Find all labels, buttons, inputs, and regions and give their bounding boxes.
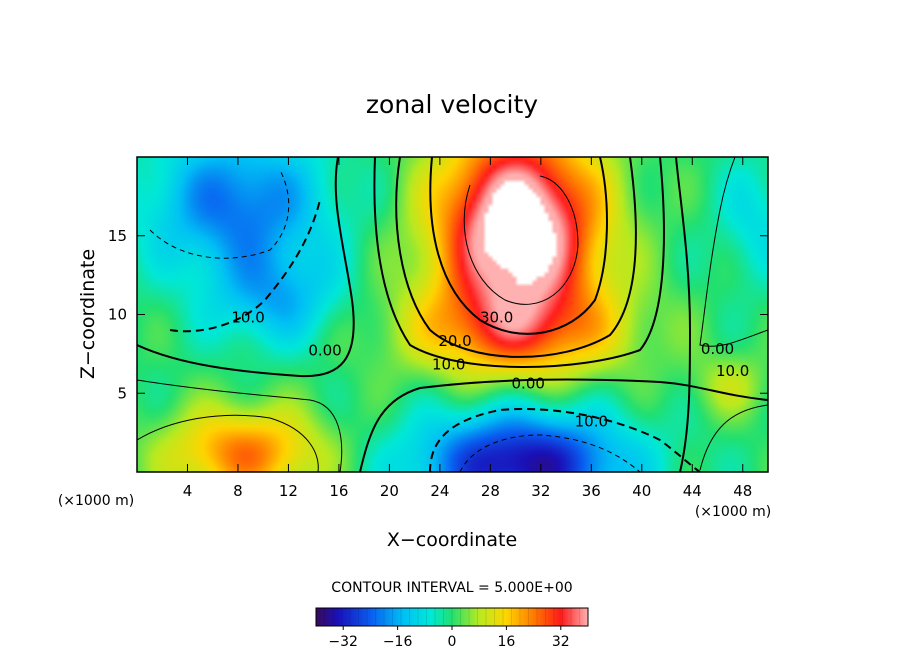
colorbar-ticks: −32 −16 0 16 32 [324,608,580,650]
x-tick-label: 12 [279,482,298,500]
colorbar-tick-label: 0 [448,634,457,650]
x-unit-right: (×1000 m) [695,504,771,520]
contour-zero-east [675,157,692,472]
x-tick-label: 8 [233,482,243,500]
contour-label: 10.0 [231,308,264,326]
x-tick-label: 24 [430,482,449,500]
contour-label: 0.00 [701,340,734,358]
x-tick-label: 36 [582,482,601,500]
contour-30 [429,157,608,335]
contour-40 [463,175,579,305]
x-tick-label: 28 [481,482,500,500]
y-tick-label: 10 [108,306,127,324]
contour-label: 0.00 [512,375,545,393]
contour-20 [395,157,637,358]
contour-interval-note: CONTOUR INTERVAL = 5.000E+00 [331,580,572,596]
x-tick-label: 4 [183,482,193,500]
colorbar-tick-label: 32 [552,634,570,650]
y-tick-label: 5 [117,384,127,402]
contour-minus10-lower [429,408,701,472]
contour-thin-2 [137,414,319,472]
x-unit-left: (×1000 m) [58,493,134,509]
x-tick-label: 48 [733,482,752,500]
contour-label: 30.0 [480,308,513,326]
x-axis-ticks: 4 8 12 16 20 24 28 32 36 40 44 48 [183,157,752,500]
y-tick-label: 15 [108,227,127,245]
colorbar-tick-label: −16 [383,634,413,650]
colorbar: −32 −16 0 16 32 [315,607,589,650]
contour-zero-right [359,378,768,472]
contours [137,157,768,472]
x-tick-label: 32 [531,482,550,500]
contour-label: 20.0 [438,332,471,350]
colorbar-tick-label: −32 [328,634,358,650]
chart-title: zonal velocity [366,90,538,119]
contour-10 [373,157,665,368]
x-tick-label: 40 [632,482,651,500]
contour-label: 0.00 [308,341,341,359]
y-axis-label: Z−coordinate [77,249,99,379]
contour-labels: 10.0 0.00 30.0 20.0 10.0 0.00 10.0 0.00 10.0 [231,308,749,430]
contour-minus20-lower [459,434,641,472]
contour-thin-4 [699,157,768,347]
contour-minus15-upper [149,169,290,259]
x-tick-label: 16 [329,482,348,500]
contour-label: 10.0 [575,412,608,430]
x-axis-label: X−coordinate [387,529,517,551]
contour-zero-left [137,157,355,378]
contour-thin-3 [699,404,768,471]
x-tick-label: 20 [380,482,399,500]
y-axis-ticks: 5 10 15 [108,227,768,402]
colorbar-tick-label: 16 [497,634,515,650]
x-tick-label: 44 [683,482,702,500]
plot-area: 10.0 0.00 30.0 20.0 10.0 0.00 10.0 0.00 10.0 [136,156,769,473]
contour-label: 10.0 [716,362,749,380]
contour-thin-1 [137,379,343,472]
contour-minus10-upper [169,199,321,333]
contour-label: 10.0 [432,356,465,374]
